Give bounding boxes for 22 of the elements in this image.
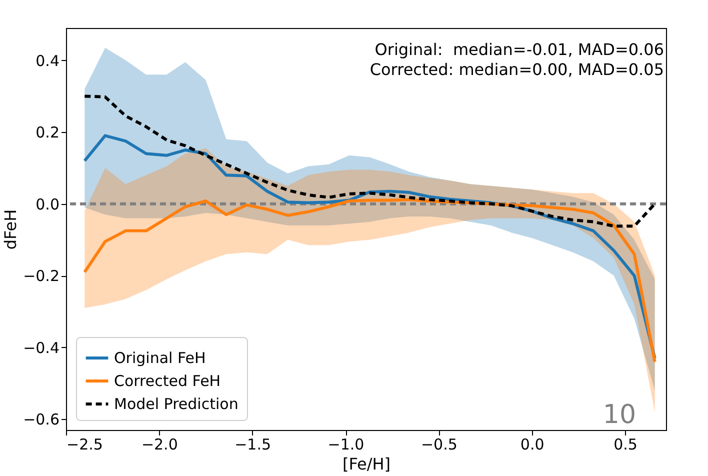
legend-label: Model Prediction — [114, 395, 238, 413]
y-axis-title: dFeH — [1, 209, 20, 250]
x-tick-label: −2.5 — [66, 436, 103, 454]
x-tick-label: 0.5 — [614, 436, 638, 454]
y-tick-label: −0.2 — [23, 267, 60, 286]
y-tick-label: −0.4 — [23, 338, 60, 357]
legend-label: Original FeH — [114, 349, 206, 367]
legend-label: Corrected FeH — [114, 372, 221, 390]
annotation: Corrected: median=0.00, MAD=0.05 — [370, 60, 664, 79]
y-tick-label: 0.4 — [36, 52, 60, 70]
x-tick-label: −1.0 — [328, 436, 364, 454]
y-tick-label: 0.2 — [36, 124, 60, 142]
y-tick-label: 0.0 — [36, 195, 60, 214]
x-tick-label: −0.5 — [420, 436, 458, 454]
annotation: Original: median=-0.01, MAD=0.06 — [374, 40, 664, 59]
x-tick-label: −1.5 — [234, 436, 272, 454]
x-tick-label: 0.0 — [520, 436, 544, 454]
line-series — [83, 94, 656, 228]
x-tick-label: −2.0 — [141, 436, 178, 454]
y-tick-label: −0.6 — [23, 410, 60, 429]
annotation: 10 — [602, 400, 636, 430]
x-axis-title: [Fe/H] — [342, 454, 391, 474]
